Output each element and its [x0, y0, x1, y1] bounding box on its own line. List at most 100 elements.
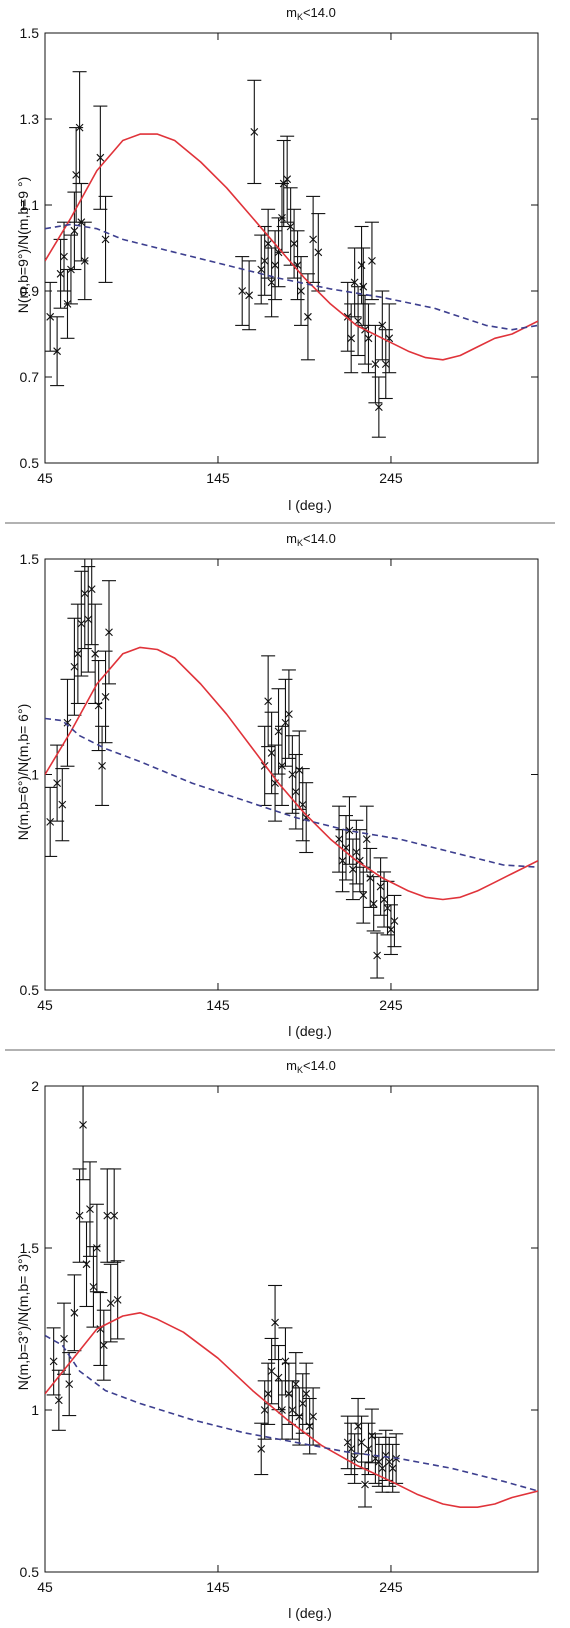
y-tick-label: 1.5 [20, 551, 40, 567]
data-point [264, 247, 279, 318]
y-tick-label: 1.5 [20, 25, 40, 41]
data-point [285, 735, 300, 814]
data-point [342, 796, 357, 865]
data-point [261, 208, 276, 279]
y-axis-label-3: N(m,b=3°)/N(m,b= 3°) [15, 1254, 31, 1390]
chart-title-1: mK<14.0 [286, 5, 336, 22]
data-point [60, 678, 75, 767]
x-tick-label: 145 [206, 997, 230, 1013]
data-point [254, 1422, 269, 1476]
data-point [67, 191, 82, 271]
model-curve-dashed [45, 1334, 538, 1492]
data-point [67, 1274, 82, 1352]
data-point [86, 1246, 101, 1328]
data-point [98, 195, 113, 283]
data-point [57, 1302, 72, 1375]
y-tick-label: 2 [31, 1078, 39, 1094]
chart-panel-1: mK<14.0 45 145 245 0.5 0.7 0.9 1.1 1.3 1.5 l (de… [15, 5, 539, 513]
data-point [76, 1086, 91, 1181]
data-point [344, 1422, 359, 1476]
data-point [235, 256, 250, 326]
plot-frame [44, 32, 539, 464]
data-point [77, 559, 92, 650]
data-point [370, 932, 385, 979]
x-tick-label: 245 [379, 997, 403, 1013]
data-point [271, 688, 286, 775]
y-axis-label-1: N(m,b=9°)/N(m,b=9 °) [15, 177, 31, 313]
data-point [93, 1292, 108, 1366]
data-point [349, 819, 364, 885]
data-point [287, 208, 302, 279]
data-point [271, 1344, 286, 1411]
data-point [103, 1263, 118, 1343]
plot-frame [44, 558, 539, 991]
y-tick-label: 0.5 [20, 982, 40, 998]
y-tick-label: 0.7 [20, 369, 40, 385]
data-point [81, 566, 96, 673]
series-group [45, 559, 538, 979]
data-point [292, 730, 307, 810]
model-curve-solid [45, 1312, 538, 1508]
data-point [72, 1168, 87, 1263]
data-point [95, 725, 110, 806]
data-point [50, 316, 65, 387]
data-point [285, 1380, 300, 1440]
model-curve-dashed [45, 717, 538, 868]
y-tick-label: 0.9 [20, 283, 40, 299]
data-point [382, 1436, 397, 1487]
x-axis-label-2: l (deg.) [288, 1023, 332, 1039]
data-point [299, 1362, 314, 1425]
model-curve-solid [45, 133, 538, 361]
data-point [354, 225, 369, 305]
data-point [364, 221, 379, 301]
data-point [292, 1387, 307, 1446]
y-axis-label-2: N(m,b=6°)/N(m,b= 6°) [15, 704, 31, 840]
x-tick-label: 45 [37, 1579, 53, 1595]
series-group [45, 71, 538, 438]
data-point [82, 1161, 97, 1257]
data-point [280, 135, 295, 223]
data-point [276, 139, 291, 228]
y-tick-label: 1 [31, 767, 39, 783]
data-point [351, 286, 366, 357]
data-point [51, 1369, 66, 1431]
data-point [93, 105, 108, 210]
data-point [89, 1203, 104, 1293]
x-tick-label: 145 [206, 470, 230, 486]
data-point [57, 221, 72, 292]
data-point [110, 1260, 125, 1340]
model-curve-solid [45, 646, 538, 901]
data-point [344, 303, 359, 374]
data-point [274, 182, 289, 253]
data-point [45, 786, 58, 857]
data-point [345, 838, 360, 901]
data-point [91, 659, 106, 752]
data-point [261, 655, 276, 748]
chart-title-3: mK<14.0 [286, 1058, 336, 1075]
data-point [268, 1284, 283, 1361]
data-point [382, 303, 397, 374]
x-axis-label-1: l (deg.) [288, 497, 332, 513]
data-point [373, 857, 388, 916]
data-point [368, 324, 383, 404]
data-point [363, 847, 378, 908]
data-point [242, 260, 257, 331]
data-point [281, 669, 296, 759]
data-point [377, 871, 392, 928]
x-tick-label: 245 [379, 1579, 403, 1595]
y-tick-label: 1 [31, 1402, 39, 1418]
y-tick-label: 0.5 [20, 1564, 40, 1580]
x-tick-label: 245 [379, 470, 403, 486]
plot-area-3: 45 145 245 0.5 1 1.5 2 [20, 1078, 539, 1595]
data-point [254, 234, 269, 305]
data-point [247, 79, 262, 185]
data-point [283, 187, 298, 266]
data-point [361, 1422, 376, 1476]
chart-title-2: mK<14.0 [286, 531, 336, 548]
data-point [79, 1221, 94, 1308]
data-point [278, 678, 293, 767]
data-point [107, 1168, 122, 1263]
data-point [100, 1168, 115, 1263]
data-point [70, 603, 85, 705]
